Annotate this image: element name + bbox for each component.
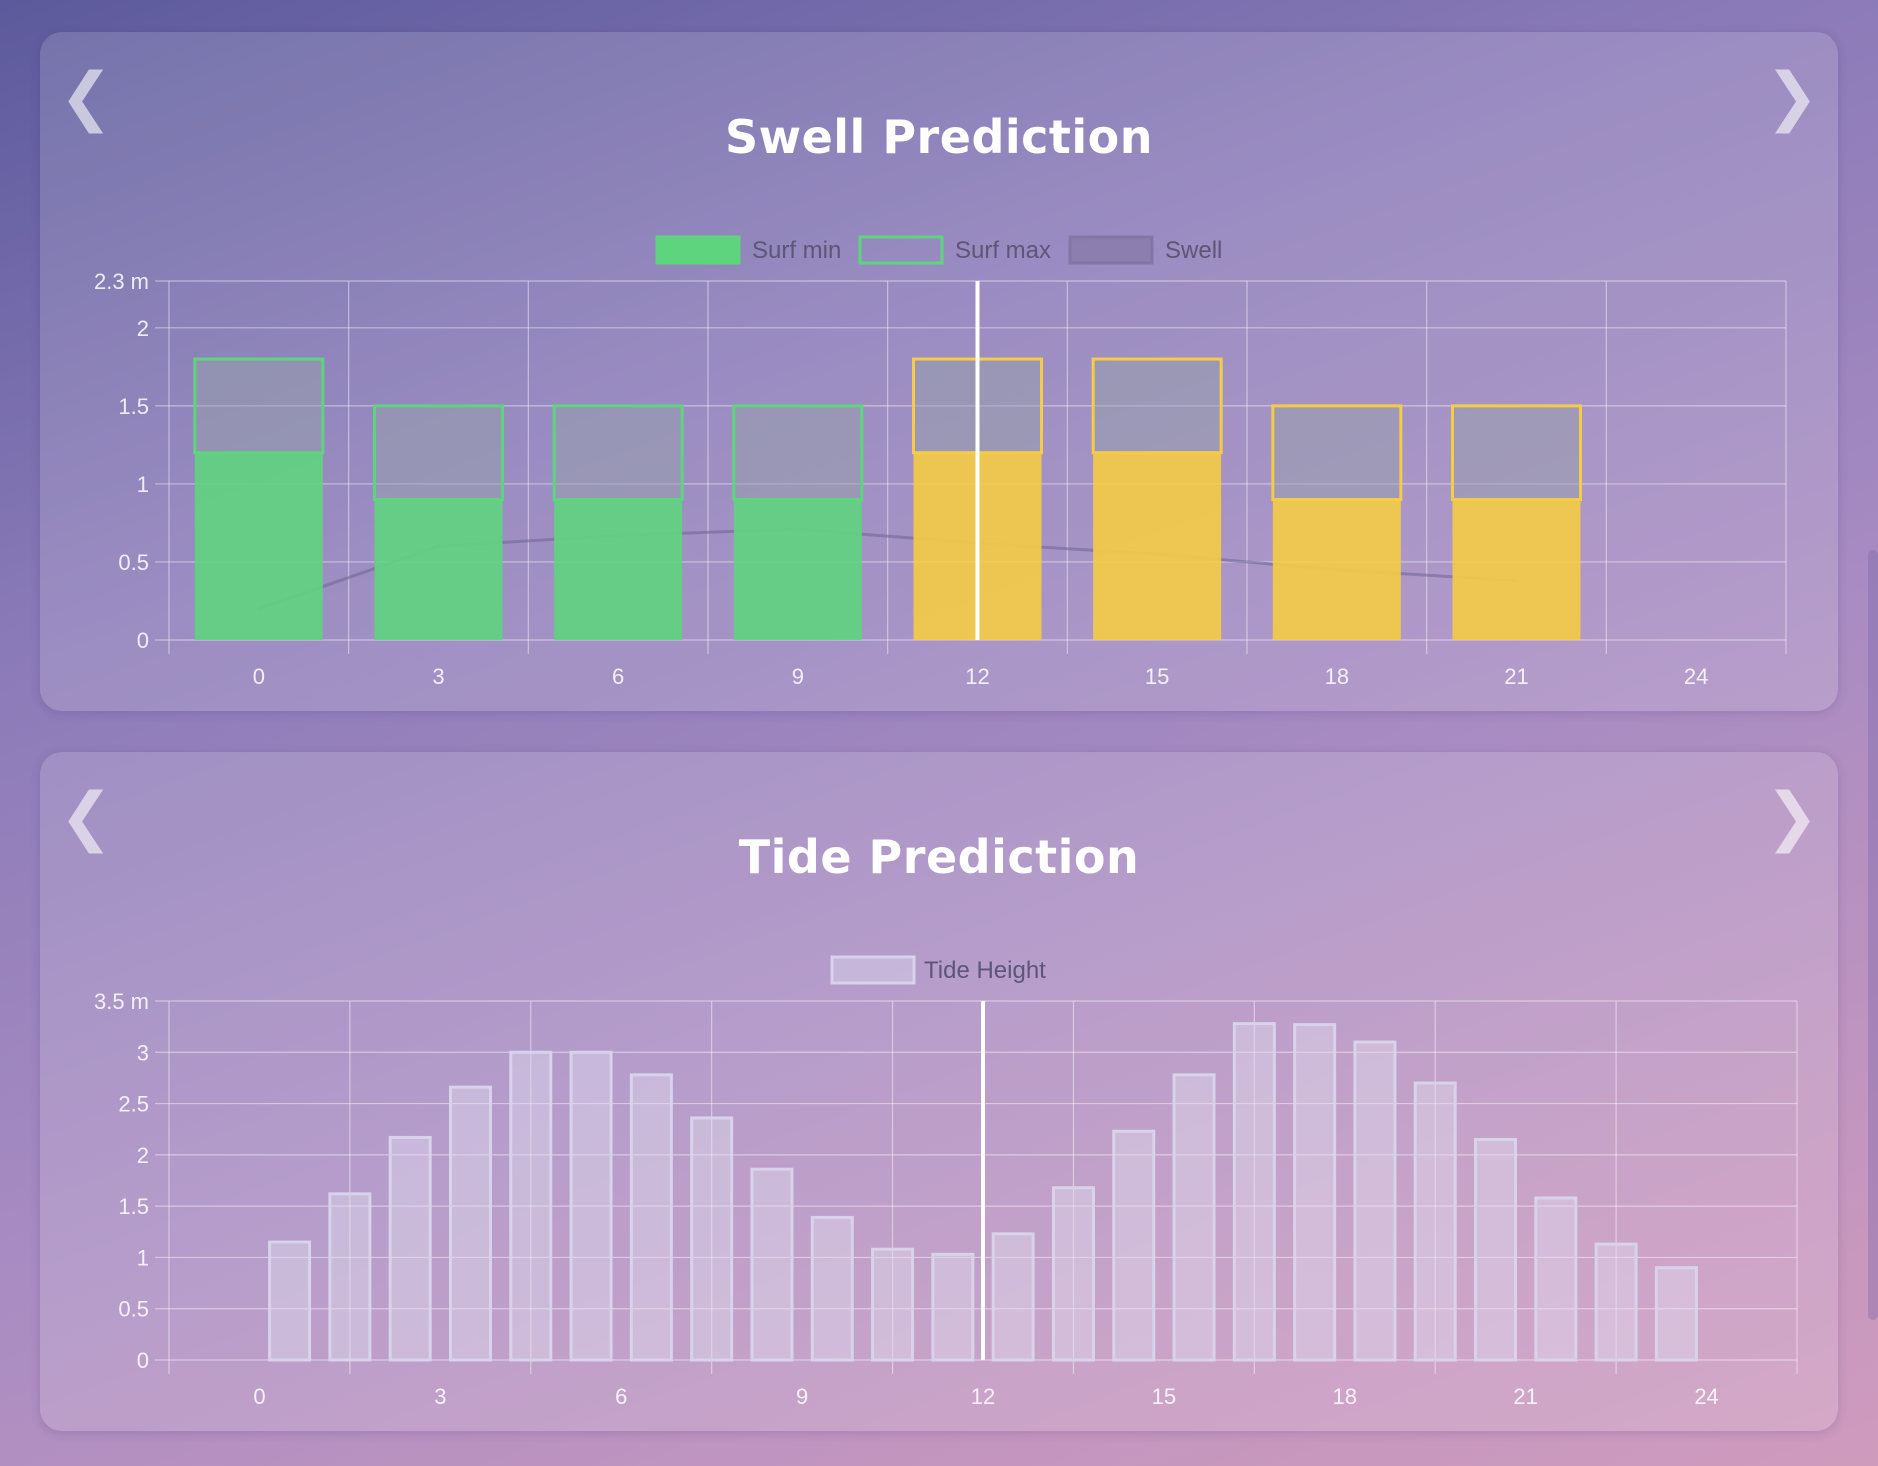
legend-tide-height-swatch: [830, 955, 916, 985]
x-tick-label: 18: [1325, 664, 1349, 689]
surf-max-bar: [552, 404, 684, 502]
tide-prev-arrow-icon[interactable]: ❮: [59, 780, 113, 854]
tide-height-bar: [1051, 1186, 1095, 1362]
y-tick-label: 3.5 m: [94, 989, 149, 1014]
surf-max-bar: [732, 404, 864, 502]
tide-height-bar: [268, 1240, 312, 1362]
legend-label: Swell: [1165, 237, 1222, 264]
tide-height-bar: [931, 1252, 975, 1362]
page-scrollbar[interactable]: [1868, 550, 1878, 1320]
y-tick-label: 1.5: [118, 1194, 149, 1219]
swell-prediction-card: ❮ ❯ Swell Prediction 0 0.5 1 1.5 2 2.3 m 0 3 6 9 1…: [40, 32, 1838, 711]
swell-next-arrow-icon[interactable]: ❯: [1765, 60, 1819, 134]
x-tick-label: 0: [253, 1384, 265, 1409]
tide-height-bar: [328, 1192, 372, 1362]
legend-swell-swatch: [1068, 235, 1154, 265]
tide-height-bar: [629, 1073, 673, 1362]
x-tick-label: 12: [965, 664, 989, 689]
surf-min-bar: [374, 499, 503, 640]
x-tick-label: 9: [792, 664, 804, 689]
x-tick-label: 18: [1333, 1384, 1357, 1409]
swell-chart-title: Swell Prediction: [724, 110, 1154, 164]
surf-max-bar: [1271, 404, 1403, 502]
tide-prediction-card: ❮ ❯ Tide Prediction 0 0.5 1 1.5 2 2.5 3 3.5 m 0 3…: [40, 752, 1838, 1431]
tide-height-bar: [509, 1050, 553, 1362]
tide-height-bar: [871, 1247, 915, 1362]
tide-height-bar: [1654, 1266, 1698, 1362]
tide-height-bar: [1112, 1129, 1156, 1362]
tide-height-bar: [810, 1215, 854, 1362]
y-tick-label: 0: [137, 628, 149, 653]
tide-chart-title: Tide Prediction: [738, 830, 1140, 884]
tide-height-bar: [1172, 1073, 1216, 1362]
x-tick-label: 6: [615, 1384, 627, 1409]
y-tick-label: 2.3 m: [94, 269, 149, 294]
y-tick-label: 2.5: [118, 1092, 149, 1117]
tide-height-bar: [1594, 1242, 1638, 1362]
swell-chart: 0 0.5 1 1.5 2 2.3 m 0 3 6 9 12 15 18 21 24 Surf min Surf…: [94, 235, 1787, 689]
tide-height-bar: [690, 1116, 734, 1362]
tide-height-bar: [1534, 1196, 1578, 1362]
legend-label: Surf min: [752, 237, 841, 264]
tide-height-bar: [1474, 1137, 1518, 1362]
tide-height-bar: [750, 1167, 794, 1362]
y-tick-label: 2: [137, 1143, 149, 1168]
surf-min-bar: [1452, 499, 1581, 640]
surf-max-bar: [1091, 357, 1223, 455]
x-tick-label: 0: [253, 664, 265, 689]
surf-max-bar: [1451, 404, 1582, 502]
x-tick-label: 3: [434, 1384, 446, 1409]
surf-max-bar: [373, 404, 504, 502]
x-tick-label: 21: [1513, 1384, 1537, 1409]
x-tick-label: 24: [1694, 1384, 1718, 1409]
surf-min-bar: [733, 499, 862, 640]
tide-height-bar: [1413, 1081, 1457, 1362]
x-tick-label: 6: [612, 664, 624, 689]
tide-height-bar: [569, 1050, 613, 1362]
y-tick-label: 0.5: [118, 1297, 149, 1322]
y-tick-label: 1: [137, 1245, 149, 1270]
surf-min-bar: [1272, 499, 1401, 640]
y-tick-label: 2: [137, 316, 149, 341]
y-tick-label: 1: [137, 472, 149, 497]
surf-min-bar: [1093, 452, 1222, 640]
x-tick-label: 15: [1152, 1384, 1176, 1409]
tide-chart: 0 0.5 1 1.5 2 2.5 3 3.5 m 0 3 6 9 12 15 18 21 24 Tide Hei…: [94, 955, 1798, 1409]
y-tick-label: 1.5: [118, 394, 149, 419]
x-tick-label: 15: [1145, 664, 1169, 689]
swell-prev-arrow-icon[interactable]: ❮: [59, 60, 113, 134]
legend-label: Surf max: [955, 237, 1051, 264]
tide-next-arrow-icon[interactable]: ❯: [1765, 780, 1819, 854]
x-tick-label: 21: [1504, 664, 1528, 689]
x-tick-label: 3: [432, 664, 444, 689]
tide-height-bar: [1353, 1040, 1397, 1362]
legend-label: Tide Height: [924, 957, 1046, 984]
x-tick-label: 12: [971, 1384, 995, 1409]
x-tick-label: 24: [1684, 664, 1708, 689]
x-tick-label: 9: [796, 1384, 808, 1409]
tide-height-bar: [991, 1232, 1035, 1362]
y-tick-label: 0.5: [118, 550, 149, 575]
legend-surf-min-swatch: [655, 235, 741, 265]
tide-height-bar: [448, 1085, 492, 1362]
tide-height-bar: [388, 1135, 432, 1362]
tide-height-bar: [1293, 1023, 1337, 1362]
surf-min-bar: [554, 499, 683, 640]
y-tick-label: 0: [137, 1348, 149, 1373]
surf-max-bar: [193, 357, 325, 455]
legend-surf-max-swatch: [858, 235, 944, 265]
tide-height-bar: [1232, 1022, 1276, 1362]
surf-min-bar: [194, 452, 323, 640]
y-tick-label: 3: [137, 1040, 149, 1065]
